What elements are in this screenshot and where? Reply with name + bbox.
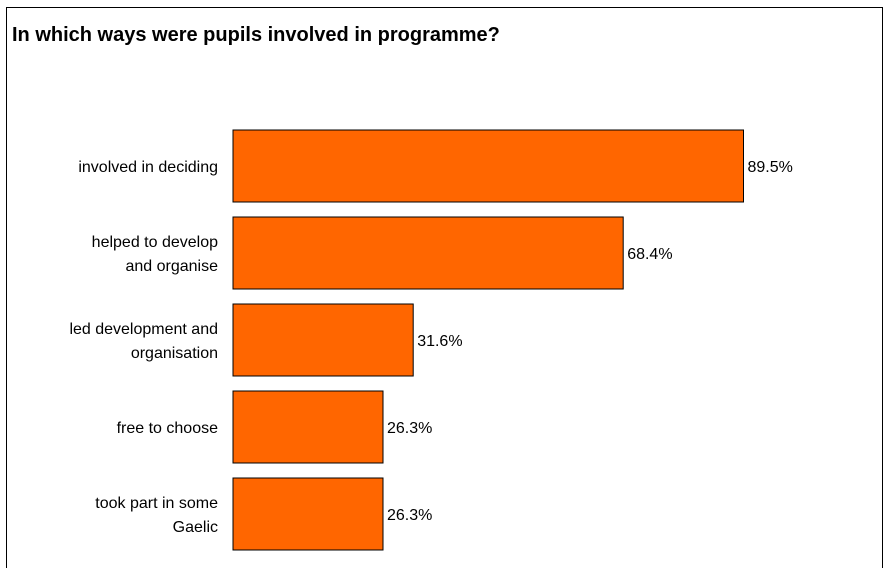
value-label-4: 26.3%: [387, 507, 432, 524]
category-label-2: led development and organisation: [69, 321, 218, 362]
bar-4: [232, 477, 384, 551]
category-label-3: free to choose: [117, 420, 219, 437]
category-label-0: involved in deciding: [78, 159, 218, 176]
bar-1: [232, 216, 624, 290]
value-label-3: 26.3%: [387, 420, 432, 437]
value-label-2: 31.6%: [417, 333, 462, 350]
value-label-0: 89.5%: [748, 159, 793, 176]
category-label-1: helped to develop and organise: [92, 234, 218, 275]
bar-0: [232, 129, 744, 203]
category-label-4: took part in some Gaelic: [95, 495, 218, 536]
value-label-1: 68.4%: [627, 246, 672, 263]
chart-title: In which ways were pupils involved in pr…: [12, 24, 500, 46]
bar-3: [232, 390, 384, 464]
bar-2: [232, 303, 414, 377]
